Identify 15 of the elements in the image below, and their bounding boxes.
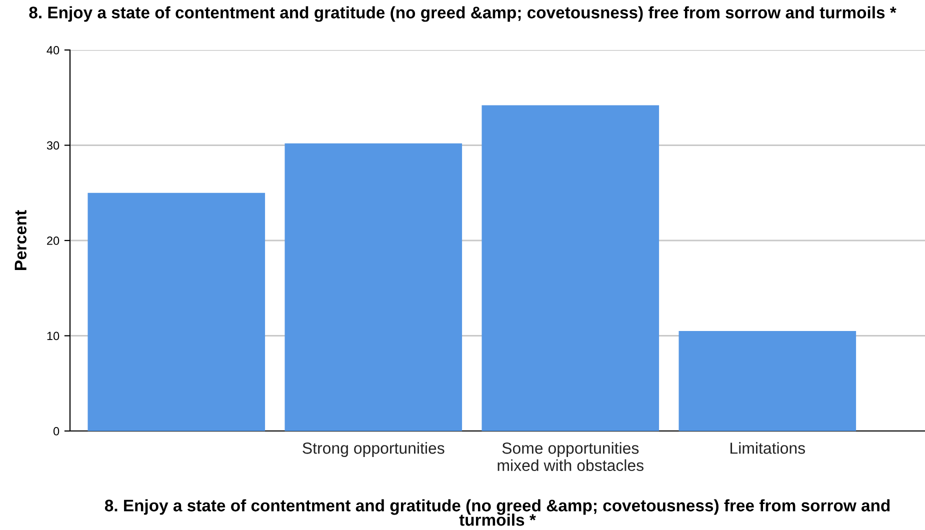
y-tick-label: 20 <box>47 236 60 245</box>
y-tick-label: 0 <box>53 427 60 436</box>
x-tick-label: Strong opportunities <box>302 442 444 457</box>
x-axis-title: 8. Enjoy a state of contentment and gratitude (no greed &amp; covetousness) free from sorrow and turmoils * <box>104 499 890 526</box>
y-axis-title: Percent <box>14 210 26 270</box>
x-tick-label: Limitations <box>730 442 805 454</box>
y-tick-label: 40 <box>46 46 60 54</box>
bar <box>678 330 856 431</box>
y-tick-label: 10 <box>47 332 60 340</box>
y-tick-label: 30 <box>46 141 60 150</box>
bar <box>482 105 660 431</box>
bar <box>284 143 462 431</box>
chart-title: 8. Enjoy a state of contentment and gratitude (no greed &amp; covetousness) free from sorrow and turmoils * <box>29 6 896 22</box>
bar <box>88 192 266 431</box>
x-tick-label: Some opportunities mixed with obstacles <box>498 442 644 472</box>
